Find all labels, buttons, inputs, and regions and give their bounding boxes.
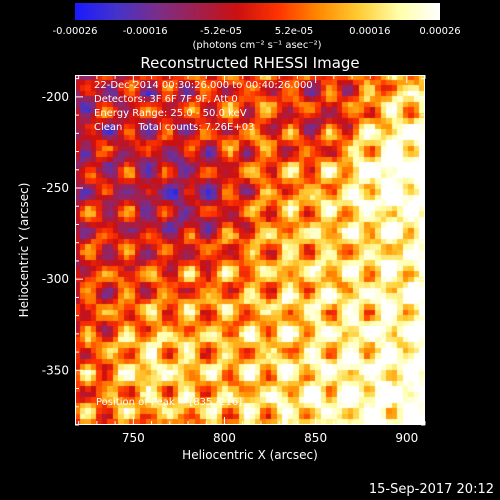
y-tick-label: -350 — [42, 363, 69, 377]
chart-title: Reconstructed RHESSI Image — [140, 54, 360, 72]
y-tick-label: -200 — [42, 90, 69, 104]
x-tick-label: 750 — [122, 431, 145, 445]
peak-position-label: Position of Peak = [835,-216] — [96, 397, 243, 408]
heatmap-image — [75, 75, 425, 425]
y-tick-label: -300 — [42, 272, 69, 286]
x-tick-label: 900 — [395, 431, 418, 445]
colorbar-gradient — [75, 3, 440, 20]
annotation-clean-counts: Clean Total counts: 7.26E+03 — [94, 122, 255, 133]
heatmap-plot-area — [75, 75, 425, 425]
colorbar-tick-label: -0.00016 — [122, 26, 168, 37]
colorbar-tick-label: 0.00026 — [419, 26, 461, 37]
annotation-energy-range: Energy Range: 25.0 - 50.0 keV — [94, 108, 247, 119]
y-tick-label: -250 — [42, 181, 69, 195]
x-axis-label: Heliocentric X (arcsec) — [182, 448, 318, 462]
annotation-detectors: Detectors: 3F 6F 7F 9F, Att 0 — [94, 94, 238, 105]
colorbar-units-label: (photons cm⁻² s⁻¹ asec⁻²) — [192, 40, 322, 51]
colorbar-tick-label: 5.2e-05 — [274, 26, 314, 37]
x-tick-label: 850 — [304, 431, 327, 445]
footer-timestamp: 15-Sep-2017 20:12 — [368, 482, 494, 497]
x-tick-label: 800 — [213, 431, 236, 445]
colorbar-tick-label: -5.2e-05 — [200, 26, 242, 37]
colorbar-tick-label: 0.00016 — [349, 26, 391, 37]
y-axis-label: Heliocentric Y (arcsec) — [17, 182, 31, 318]
colorbar-tick-label: -0.00026 — [52, 26, 98, 37]
annotation-time-range: 22-Dec-2014 00:30:26.000 to 00:40:26.000 — [94, 80, 313, 91]
